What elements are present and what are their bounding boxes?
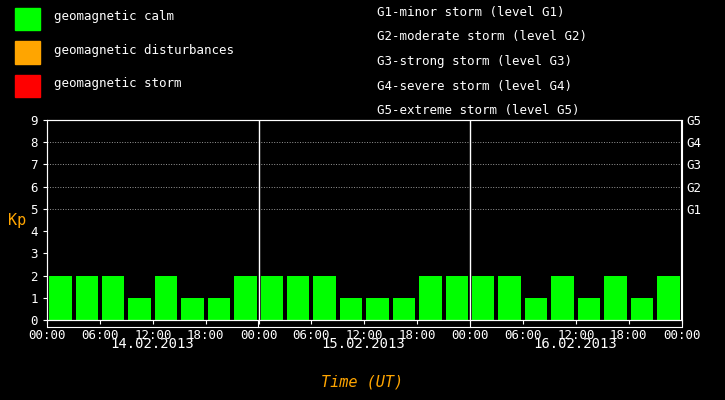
Text: G5-extreme storm (level G5): G5-extreme storm (level G5) xyxy=(377,104,579,117)
Text: G4-severe storm (level G4): G4-severe storm (level G4) xyxy=(377,80,572,92)
Bar xyxy=(155,276,178,320)
Bar xyxy=(49,276,72,320)
Text: geomagnetic calm: geomagnetic calm xyxy=(54,10,175,23)
Bar xyxy=(75,276,98,320)
Bar xyxy=(419,276,442,320)
Bar xyxy=(207,298,230,320)
Text: 14.02.2013: 14.02.2013 xyxy=(110,337,194,351)
Bar xyxy=(128,298,151,320)
Bar xyxy=(631,298,653,320)
FancyBboxPatch shape xyxy=(14,75,40,98)
Bar xyxy=(657,276,679,320)
Bar xyxy=(366,298,389,320)
FancyBboxPatch shape xyxy=(14,8,40,30)
Bar xyxy=(287,276,310,320)
Bar xyxy=(340,298,362,320)
Text: G3-strong storm (level G3): G3-strong storm (level G3) xyxy=(377,55,572,68)
Text: Time (UT): Time (UT) xyxy=(321,374,404,390)
Text: geomagnetic storm: geomagnetic storm xyxy=(54,78,182,90)
Bar xyxy=(313,276,336,320)
Bar xyxy=(234,276,257,320)
Bar xyxy=(578,298,600,320)
Bar xyxy=(499,276,521,320)
Text: G2-moderate storm (level G2): G2-moderate storm (level G2) xyxy=(377,30,587,43)
Bar xyxy=(260,276,283,320)
Bar xyxy=(472,276,494,320)
FancyBboxPatch shape xyxy=(14,42,40,64)
Bar xyxy=(446,276,468,320)
Text: geomagnetic disturbances: geomagnetic disturbances xyxy=(54,44,234,57)
Bar xyxy=(181,298,204,320)
Bar xyxy=(393,298,415,320)
Bar xyxy=(551,276,573,320)
Text: G1-minor storm (level G1): G1-minor storm (level G1) xyxy=(377,6,565,18)
Bar xyxy=(102,276,125,320)
Bar xyxy=(604,276,626,320)
Bar xyxy=(525,298,547,320)
Text: 15.02.2013: 15.02.2013 xyxy=(322,337,405,351)
Y-axis label: Kp: Kp xyxy=(7,212,26,228)
Text: 16.02.2013: 16.02.2013 xyxy=(534,337,618,351)
